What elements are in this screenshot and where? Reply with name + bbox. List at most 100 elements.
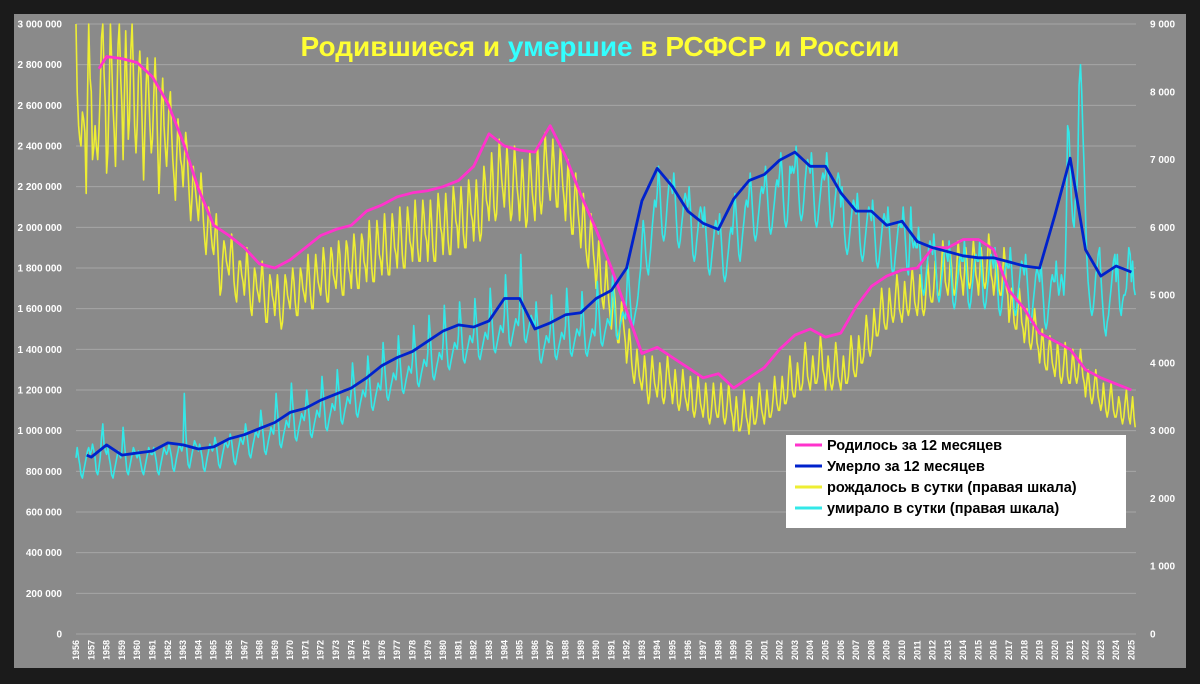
- x-tick-label: 1977: [392, 640, 402, 660]
- x-tick-label: 1995: [668, 640, 678, 660]
- x-tick-label: 2011: [912, 640, 922, 660]
- x-tick-label: 1956: [71, 640, 81, 660]
- x-tick-label: 1982: [469, 640, 479, 660]
- x-tick-label: 2000: [744, 640, 754, 660]
- series-line: [97, 55, 1132, 392]
- x-tick-label: 1969: [270, 640, 280, 660]
- left-tick-label: 1 000 000: [18, 426, 63, 437]
- left-tick-label: 1 400 000: [18, 345, 63, 356]
- legend-label: умирало в сутки (правая шкала): [827, 501, 1059, 517]
- series-line: [75, 63, 1136, 479]
- x-tick-label: 2025: [1126, 640, 1136, 660]
- x-tick-label: 1961: [147, 640, 157, 660]
- x-tick-label: 2005: [820, 640, 830, 660]
- x-tick-label: 1966: [224, 640, 234, 660]
- right-tick-label: 3 000: [1150, 426, 1175, 437]
- left-tick-label: 3 000 000: [18, 20, 63, 31]
- x-tick-label: 2024: [1111, 640, 1121, 660]
- right-axis: 0 1 000 2 000 3 000 4 000 5 000 6 000 7 000 8 00…: [1150, 20, 1175, 641]
- left-tick-label: 1 600 000: [18, 304, 63, 315]
- x-tick-label: 1976: [377, 640, 387, 660]
- x-tick-label: 1993: [637, 640, 647, 660]
- x-tick-label: 1964: [193, 640, 203, 660]
- x-tick-label: 1972: [316, 640, 326, 660]
- left-tick-label: 2 600 000: [18, 101, 63, 112]
- chart-title-segment: Родившиеся и: [301, 31, 508, 62]
- x-tick-label: 2003: [790, 640, 800, 660]
- x-tick-label: 1988: [560, 640, 570, 660]
- x-tick-label: 2004: [805, 640, 815, 660]
- left-tick-label: 2 800 000: [18, 60, 63, 71]
- x-tick-label: 1989: [576, 640, 586, 660]
- x-tick-label: 1981: [453, 640, 463, 660]
- right-tick-label: 8 000: [1150, 87, 1175, 98]
- x-tick-label: 1962: [163, 640, 173, 660]
- right-tick-label: 4 000: [1150, 358, 1175, 369]
- left-tick-label: 200 000: [26, 589, 63, 600]
- right-tick-label: 2 000: [1150, 494, 1175, 505]
- right-tick-label: 7 000: [1150, 155, 1175, 166]
- right-tick-label: 5 000: [1150, 291, 1175, 302]
- left-tick-label: 0: [56, 630, 62, 641]
- x-tick-label: 1971: [300, 640, 310, 660]
- x-tick-label: 2018: [1019, 640, 1029, 660]
- left-tick-label: 400 000: [26, 548, 63, 559]
- x-tick-label: 2007: [851, 640, 861, 660]
- x-tick-label: 2002: [775, 640, 785, 660]
- series-line: [86, 150, 1132, 459]
- left-tick-label: 2 000 000: [18, 223, 63, 234]
- x-tick-label: 1992: [622, 640, 632, 660]
- x-tick-label: 1987: [545, 640, 555, 660]
- x-tick-label: 2021: [1065, 640, 1075, 660]
- right-tick-label: 1 000: [1150, 562, 1175, 573]
- x-tick-label: 2006: [836, 640, 846, 660]
- x-tick-label: 1960: [132, 640, 142, 660]
- x-tick-label: 1970: [285, 640, 295, 660]
- right-tick-label: 6 000: [1150, 223, 1175, 234]
- x-tick-label: 1957: [86, 640, 96, 660]
- left-tick-label: 600 000: [26, 508, 63, 519]
- x-tick-label: 1968: [255, 640, 265, 660]
- x-tick-label: 2016: [989, 640, 999, 660]
- x-tick-label: 1967: [239, 640, 249, 660]
- x-tick-label: 2023: [1096, 640, 1106, 660]
- x-tick-label: 1958: [102, 640, 112, 660]
- left-axis: 0 200 000 400 000 600 000 800 000 1 000 000 1 …: [18, 20, 63, 641]
- left-tick-label: 2 200 000: [18, 182, 63, 193]
- x-tick-label: 1983: [484, 640, 494, 660]
- left-tick-label: 1 200 000: [18, 386, 63, 397]
- x-tick-label: 2009: [882, 640, 892, 660]
- x-tick-label: 1996: [683, 640, 693, 660]
- x-tick-label: 1997: [698, 640, 708, 660]
- x-tick-label: 2010: [897, 640, 907, 660]
- x-tick-label: 1985: [515, 640, 525, 660]
- x-tick-label: 1973: [331, 640, 341, 660]
- series-line: [75, 23, 1136, 435]
- chart-title-segment: умершие: [508, 31, 633, 62]
- x-tick-label: 1986: [530, 640, 540, 660]
- legend-label: Умерло за 12 месяцев: [827, 459, 985, 475]
- left-tick-label: 2 400 000: [18, 142, 63, 153]
- x-tick-label: 1984: [499, 640, 509, 660]
- chart-title: Родившиеся и умершие в РСФСР и России: [301, 31, 900, 62]
- x-tick-label: 1965: [209, 640, 219, 660]
- x-tick-label: 2014: [958, 640, 968, 660]
- x-tick-label: 1959: [117, 640, 127, 660]
- x-tick-label: 1980: [438, 640, 448, 660]
- x-tick-label: 1998: [713, 640, 723, 660]
- legend: Родилось за 12 месяцев Умерло за 12 месяц…: [786, 435, 1126, 528]
- left-tick-label: 1 800 000: [18, 264, 63, 275]
- x-axis: 1956 1957 1958 1959 1960 1961 1962 1963 1964 1965…: [71, 640, 1136, 660]
- legend-box: [786, 435, 1126, 528]
- x-tick-label: 2020: [1050, 640, 1060, 660]
- series-lines: [75, 23, 1136, 479]
- x-tick-label: 1979: [423, 640, 433, 660]
- legend-label: рождалось в сутки (правая шкала): [827, 480, 1077, 496]
- left-tick-label: 800 000: [26, 467, 63, 478]
- x-tick-label: 2022: [1081, 640, 1091, 660]
- x-tick-label: 2019: [1035, 640, 1045, 660]
- x-tick-label: 2015: [973, 640, 983, 660]
- x-tick-label: 1991: [606, 640, 616, 660]
